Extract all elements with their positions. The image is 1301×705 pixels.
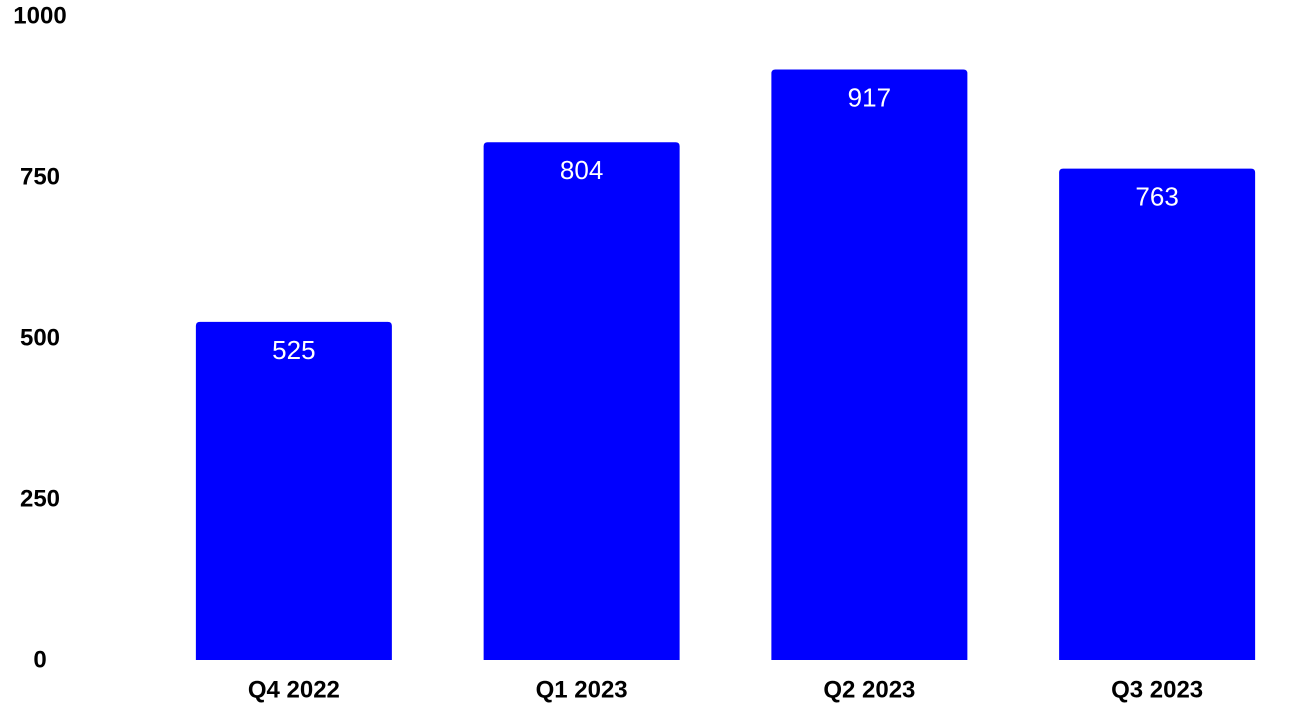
y-axis: 0 250 500 750 1000 (13, 3, 66, 674)
bar-series: 525 804 917 763 (195, 69, 1256, 661)
y-tick-label: 1000 (13, 3, 66, 30)
bar (195, 321, 392, 660)
bar-value-label: 763 (1135, 182, 1178, 212)
x-axis: Q4 2022 Q1 2023 Q2 2023 Q3 2023 (248, 677, 1203, 704)
y-tick-label: 750 (20, 164, 60, 191)
x-tick-label: Q1 2023 (536, 677, 628, 704)
bar-value-label: 804 (560, 155, 603, 185)
y-tick-label: 500 (20, 325, 60, 352)
x-tick-label: Q2 2023 (823, 677, 915, 704)
x-tick-label: Q3 2023 (1111, 677, 1203, 704)
bar (483, 142, 680, 660)
bar-value-label: 525 (272, 335, 315, 365)
bar-value-label: 917 (848, 82, 891, 112)
x-tick-label: Q4 2022 (248, 677, 340, 704)
bar (1059, 168, 1256, 661)
bar (771, 69, 968, 660)
y-tick-label: 0 (33, 647, 46, 674)
y-tick-label: 250 (20, 486, 60, 513)
